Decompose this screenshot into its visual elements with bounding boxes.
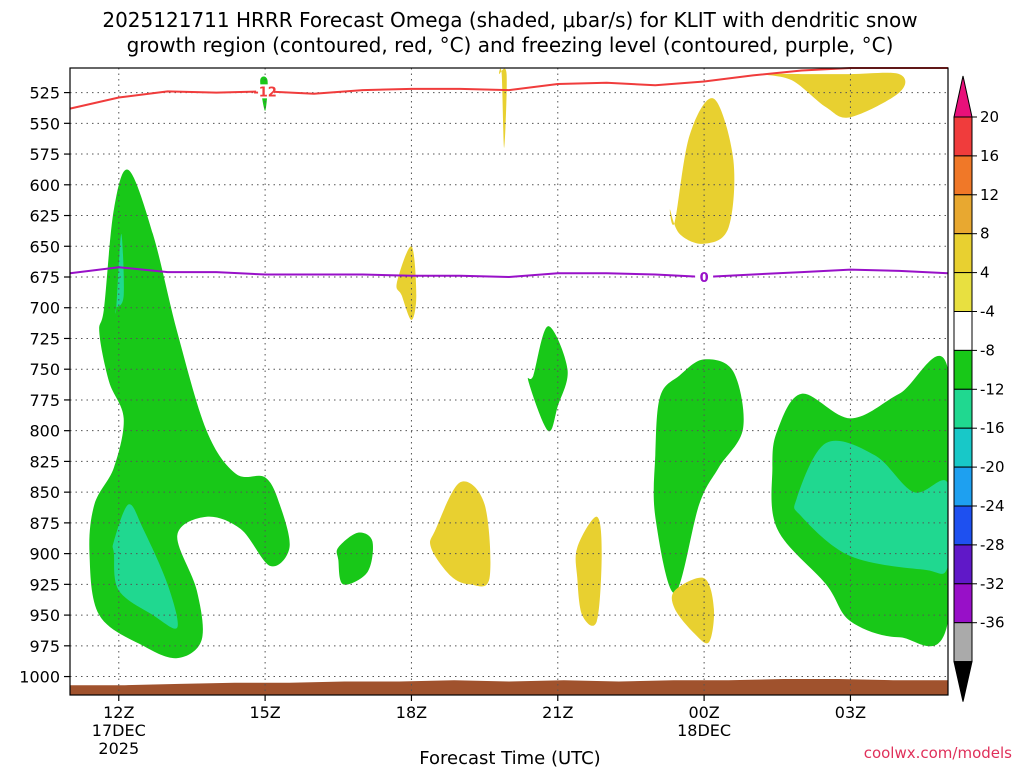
colorbar-swatch-9 [953,466,973,507]
freezing-level-line-label-bg [695,270,714,284]
omega-region-5 [527,326,568,432]
colorbar-swatch-6 [953,349,973,390]
dgz-contour-line [69,67,948,110]
omega-shaded-regions [70,68,948,695]
x-tick-label-12Z: 12Z [103,703,134,722]
colorbar-swatch-11 [953,544,973,585]
x-tick-label-00Z: 00Z [688,703,719,722]
colorbar-swatch-12 [953,583,973,624]
chart-title-line1: 2025121711 HRRR Forecast Omega (shaded, … [102,8,917,32]
x-tick-label-21Z: 21Z [542,703,573,722]
omega-region-11 [762,72,906,118]
colorbar-swatch-7 [953,388,973,429]
y-tick-label-750: 750 [29,360,60,379]
omega-region-4 [336,532,373,585]
colorbar-top-arrow [953,75,973,118]
y-tick-label-950: 950 [29,606,60,625]
credit-link[interactable]: coolwx.com/models [864,744,1012,762]
omega-region-2 [115,233,124,314]
colorbar-swatch-10 [953,505,973,546]
omega-region-12 [396,246,417,320]
freezing-level-line-label: 0 [700,271,709,286]
colorbar-label-10: -24 [980,497,1005,515]
colorbar-label-5: -4 [980,303,995,321]
omega-region-15 [671,577,715,644]
dgz-contour-line-label-bg [256,84,275,99]
colorbar-swatch-8 [953,427,973,468]
y-tick-label-675: 675 [29,268,60,287]
colorbar-swatch-13 [953,622,973,663]
y-tick-label-900: 900 [29,545,60,564]
y-tick-label-725: 725 [29,329,60,348]
colorbar-swatch-2 [953,194,973,235]
colorbar-bottom-arrow [953,661,973,702]
plot-frame [69,67,949,696]
colorbar-swatch-3 [953,233,973,274]
y-tick-label-650: 650 [29,237,60,256]
omega-region-1 [112,504,178,629]
omega-region-6 [653,359,744,594]
y-tick-label-875: 875 [29,514,60,533]
dgz-contour-line-label: -12 [253,85,277,100]
x-tick-label-18Z: 18Z [396,703,427,722]
x-tick-date-00Z: 18DEC [677,721,731,740]
colorbar-swatch-4 [953,272,973,313]
y-tick-label-575: 575 [29,145,60,164]
colorbar-label-0: 20 [980,108,999,126]
axis-ticks: 525 550 575 600 625 650 675 700 725 750 775 800 825 8… [19,84,866,758]
colorbar-label-13: -36 [980,614,1005,632]
x-tick-label-03Z: 03Z [835,703,866,722]
x-tick-date-12Z: 17DEC [92,721,146,740]
omega-region-13 [430,481,491,587]
x-axis-label: Forecast Time (UTC) [419,748,600,768]
gridlines [70,68,948,695]
x-tick-label-15Z: 15Z [249,703,280,722]
y-tick-label-975: 975 [29,637,60,656]
colorbar-label-9: -20 [980,458,1005,476]
y-tick-label-625: 625 [29,207,60,226]
colorbar-label-7: -12 [980,380,1005,398]
y-tick-label-600: 600 [29,176,60,195]
y-tick-label-925: 925 [29,575,60,594]
freezing-level-line [69,266,949,279]
y-tick-label-525: 525 [29,84,60,103]
colorbar-label-4: 4 [980,264,990,282]
y-tick-label-700: 700 [29,299,60,318]
y-tick-label-775: 775 [29,391,60,410]
colorbar: 20 16 12 8 4 -4 -8 -12 -16 -20 -24 -28 -32 -36 [953,75,1005,702]
colorbar-swatch-5 [953,311,973,351]
y-tick-label-1000: 1000 [19,668,60,687]
ground-terrain [70,679,948,695]
colorbar-label-12: -32 [980,575,1005,593]
y-tick-label-800: 800 [29,422,60,441]
colorbar-label-1: 16 [980,147,999,165]
colorbar-label-2: 12 [980,186,999,204]
contour-lines: -12 0 [69,67,949,286]
omega-region-9 [499,68,507,148]
omega-region-10 [669,98,735,244]
colorbar-label-3: 8 [980,225,990,243]
y-tick-label-850: 850 [29,483,60,502]
y-tick-label-825: 825 [29,452,60,471]
colorbar-swatch-0 [953,116,973,157]
colorbar-label-11: -28 [980,536,1005,554]
colorbar-swatch-1 [953,155,973,196]
y-tick-label-550: 550 [29,114,60,133]
chart-title-line2: growth region (contoured, red, °C) and f… [127,33,894,57]
omega-region-14 [575,516,602,626]
colorbar-label-6: -8 [980,341,995,359]
x-tick-year-12Z: 2025 [98,739,139,758]
omega-region-8 [794,440,948,574]
colorbar-label-8: -16 [980,419,1005,437]
